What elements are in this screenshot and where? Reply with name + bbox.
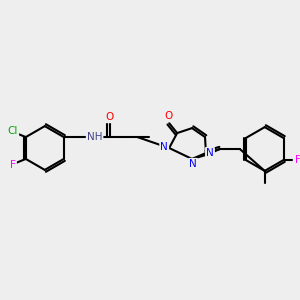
- Text: N: N: [206, 148, 214, 158]
- Text: F: F: [10, 160, 16, 170]
- Text: N: N: [160, 142, 168, 152]
- Text: O: O: [105, 112, 114, 122]
- Text: N: N: [189, 159, 197, 169]
- Text: O: O: [164, 111, 172, 121]
- Text: F: F: [295, 155, 300, 165]
- Text: NH: NH: [87, 132, 102, 142]
- Text: Cl: Cl: [8, 126, 18, 136]
